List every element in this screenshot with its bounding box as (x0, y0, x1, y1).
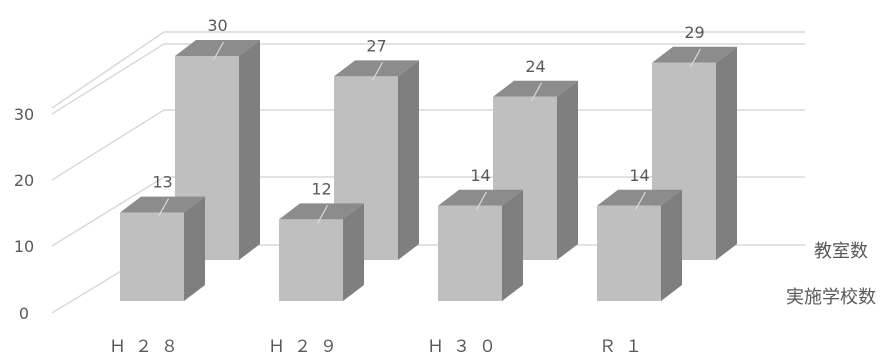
bar-back-3-data-label: 29 (684, 23, 704, 42)
bar-front-0-leader (157, 198, 170, 217)
bar-front-2-side (502, 189, 523, 301)
bar-front-3-front (597, 205, 661, 301)
bar-front-1-data-label: 12 (311, 179, 331, 198)
bar-front-3: 14 (597, 166, 682, 301)
bar-back-2-data-label: 24 (525, 57, 545, 76)
bar-back-3-side (716, 46, 737, 260)
bar-front-1-leader (316, 205, 329, 224)
x-tick-label: Ｈ２９ (268, 337, 346, 357)
bar-front-3-side (661, 189, 682, 301)
bar-back-0-data-label: 30 (207, 16, 227, 35)
bar-back-0-leader (212, 41, 225, 61)
gridline-side-30 (51, 43, 165, 115)
y-tick-label: 30 (14, 105, 34, 124)
bar-front-0-data-label: 13 (152, 173, 172, 192)
series-front-bars: 13 12 14 14 (120, 166, 682, 301)
bar-back-3-leader (689, 48, 702, 68)
bar-front-1-front (279, 219, 343, 301)
series-label-front: 実施学校数 (786, 287, 876, 308)
bar-back-1-side (398, 60, 419, 261)
bar-front-3-data-label: 14 (629, 166, 649, 185)
bar-front-2: 14 (438, 166, 523, 301)
bar-front-1-side (343, 203, 364, 301)
bar-front-2-data-label: 14 (470, 166, 490, 185)
bar-front-1: 12 (279, 179, 364, 301)
series-back-bars: 30 27 24 29 (175, 16, 737, 261)
gridline-side-top (51, 31, 165, 109)
x-tick-label: Ｈ２８ (109, 337, 187, 357)
y-tick-label: 20 (14, 171, 34, 190)
y-axis: 0 10 20 30 (14, 105, 34, 323)
bar-front-1-top (279, 203, 364, 220)
bar-back-0: 30 (175, 16, 260, 260)
bar-front-0-front (120, 212, 184, 301)
bar-back-3-top (652, 46, 737, 63)
bar-front-2-top (438, 189, 523, 206)
bar-front-2-front (438, 205, 502, 301)
bar-back-1-leader (371, 62, 384, 81)
bar-back-0-top (175, 40, 260, 56)
y-tick-label: 0 (19, 304, 29, 323)
bar-back-1-top (334, 60, 419, 77)
x-axis: Ｈ２８ Ｈ２９ Ｈ３０ Ｒ１ (109, 337, 651, 357)
bar-back-2-top (493, 80, 578, 97)
bar-front-0-top (120, 196, 205, 213)
bar-back-2-side (557, 80, 578, 260)
series-label-back: 教室数 (814, 241, 868, 262)
bar-front-2-leader (475, 191, 488, 211)
bar-front-0-side (184, 196, 205, 301)
bar-front-3-leader (634, 191, 647, 211)
bar-back-1-data-label: 27 (366, 36, 386, 55)
bar-back-0-side (239, 40, 260, 260)
bar-front-3-top (597, 189, 682, 206)
bar-front-0: 13 (120, 173, 205, 301)
gridline-side-20 (51, 109, 165, 181)
y-tick-label: 10 (14, 237, 34, 256)
x-tick-label: Ｈ３０ (427, 337, 505, 357)
x-tick-label: Ｒ１ (599, 337, 651, 357)
gridline-side-10 (51, 176, 165, 247)
bar-back-2-leader (530, 82, 543, 102)
